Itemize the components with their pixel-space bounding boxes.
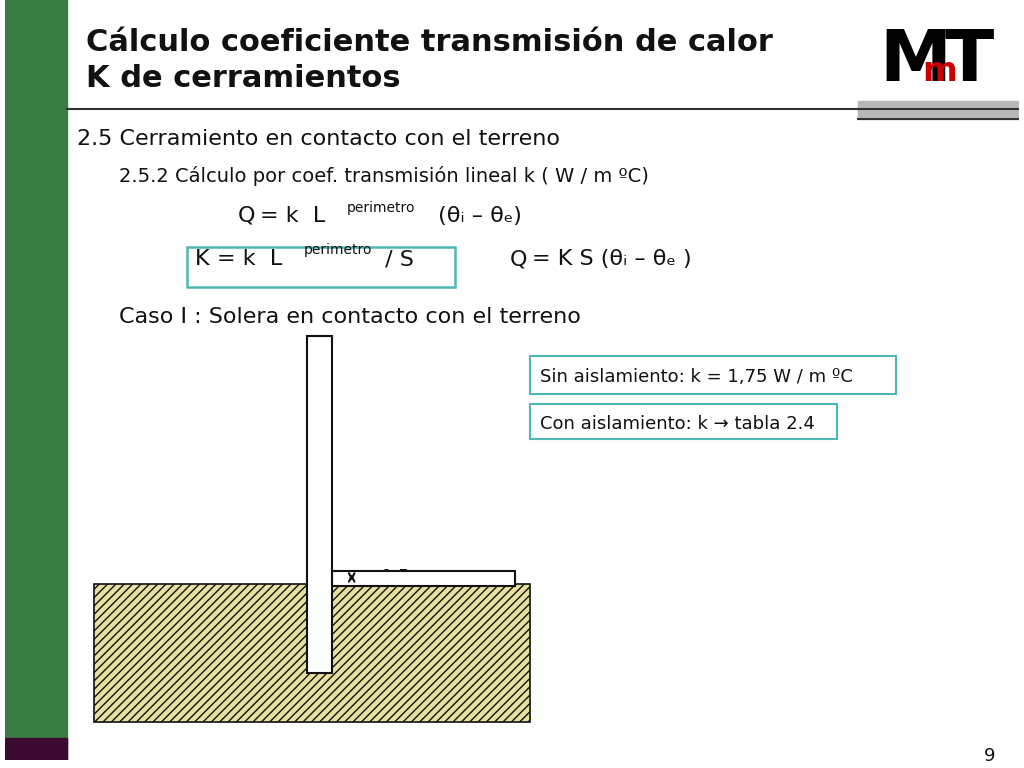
Text: / S: / S [379,250,415,270]
FancyBboxPatch shape [529,356,896,394]
Text: Q: Q [238,206,255,226]
Text: = K S (θᵢ – θₑ ): = K S (θᵢ – θₑ ) [531,250,691,270]
Text: Cálculo coeficiente transmisión de calor: Cálculo coeficiente transmisión de calor [86,28,773,57]
Text: 2.5.2 Cálculo por coef. transmisión lineal k ( W / m ºC): 2.5.2 Cálculo por coef. transmisión line… [119,166,649,187]
Text: M: M [880,27,951,96]
Text: 2.5 Cerramiento en contacto con el terreno: 2.5 Cerramiento en contacto con el terre… [77,129,559,149]
Text: K de cerramientos: K de cerramientos [86,65,401,94]
Bar [5,738,67,760]
Bar [858,101,1019,119]
Text: perimetro: perimetro [347,201,416,215]
Text: = k  L: = k L [260,206,325,226]
FancyBboxPatch shape [187,247,455,287]
Text: = k  L: = k L [217,250,283,270]
Text: Q: Q [510,250,527,270]
Bar [307,336,332,673]
Text: ≤ 0,5 m: ≤ 0,5 m [359,568,432,587]
Text: 9: 9 [983,747,995,765]
Text: Con aislamiento: k → tabla 2.4: Con aislamiento: k → tabla 2.4 [540,415,814,432]
Bar [332,571,515,586]
Text: Sin aislamiento: k = 1,75 W / m ºC: Sin aislamiento: k = 1,75 W / m ºC [540,368,853,386]
Text: (θᵢ – θₑ): (θᵢ – θₑ) [431,206,522,226]
Text: K: K [196,250,210,270]
Text: T: T [944,27,994,96]
FancyBboxPatch shape [529,404,837,439]
Bar [5,0,67,760]
Bar [94,584,529,723]
Text: Caso I : Solera en contacto con el terreno: Caso I : Solera en contacto con el terre… [119,306,581,326]
Text: perimetro: perimetro [304,243,373,257]
Text: m: m [923,55,956,88]
